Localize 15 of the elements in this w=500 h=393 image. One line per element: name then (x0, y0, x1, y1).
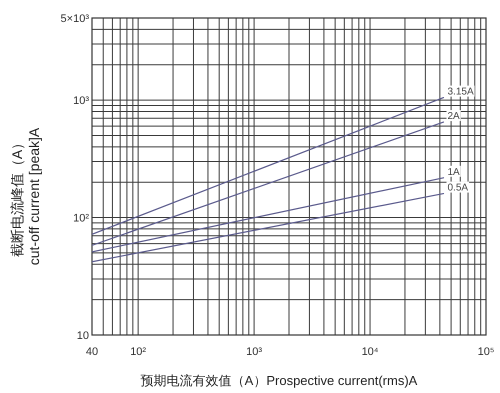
series-label: 2A (448, 111, 460, 122)
x-tick-label: 10² (130, 346, 146, 358)
x-axis-title: 预期电流有效值（A）Prospective current(rms)A (140, 373, 418, 388)
y-tick-label: 10² (73, 212, 90, 225)
series-label: 1A (448, 166, 460, 178)
x-tick-label: 10⁴ (362, 346, 379, 358)
series-label: 0.5A (448, 182, 468, 194)
series-label: 3.15A (448, 86, 474, 98)
y-tick-label: 5×10³ (60, 13, 90, 25)
y-tick-label: 10³ (73, 95, 90, 108)
x-tick-label: 40 (86, 346, 98, 358)
y-tick-label: 10 (76, 330, 89, 342)
x-tick-label: 10³ (246, 346, 262, 358)
y-axis-title: 截断电流峰值（A） cut-off current [peak]A (9, 127, 42, 266)
x-tick-label: 10⁵ (478, 346, 494, 358)
